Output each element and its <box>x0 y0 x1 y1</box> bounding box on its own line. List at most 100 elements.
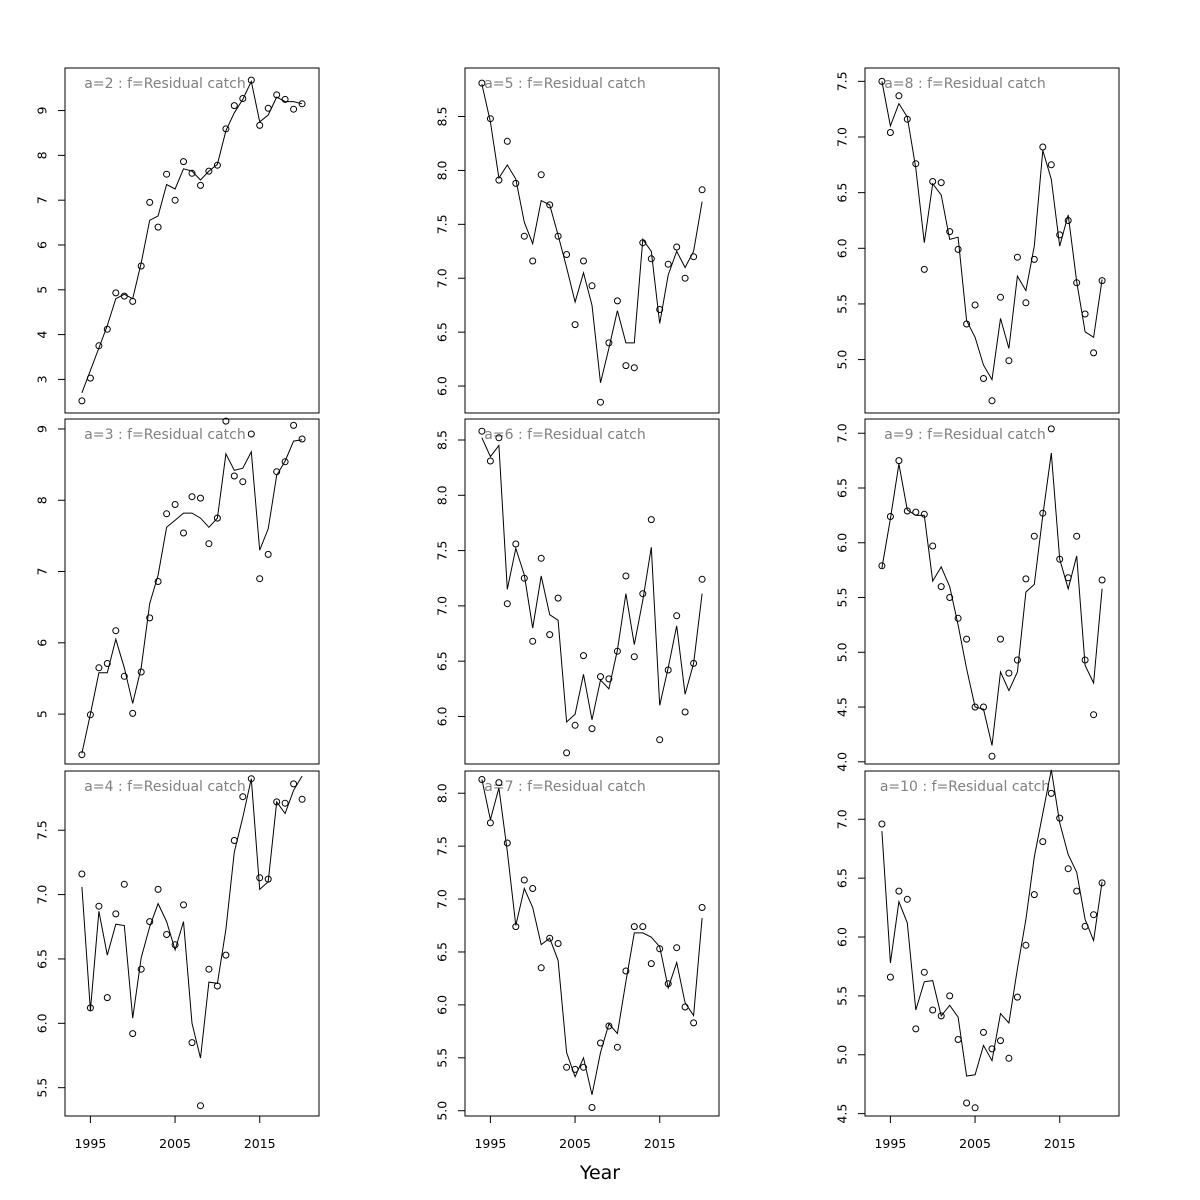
observed-point <box>988 397 996 405</box>
observed-point <box>197 1102 204 1110</box>
y-tick-label: 5.0 <box>835 350 850 370</box>
observed-point <box>963 1099 971 1107</box>
observed-point <box>886 513 894 520</box>
observed-point <box>247 430 255 438</box>
observed-point <box>937 583 945 591</box>
observed-point <box>256 121 264 129</box>
observed-point <box>903 895 911 903</box>
observed-point <box>1073 279 1081 287</box>
observed-point <box>290 421 298 429</box>
observed-point <box>112 627 120 635</box>
y-tick-label: 6.0 <box>835 238 850 258</box>
observed-point <box>647 516 655 524</box>
observed-point <box>188 1039 196 1047</box>
y-tick-label: 5.5 <box>35 1078 50 1098</box>
observed-point <box>154 223 162 231</box>
observed-point <box>656 306 664 313</box>
observed-point <box>1039 509 1047 517</box>
observed-point <box>681 274 689 282</box>
observed-point <box>1090 911 1098 919</box>
plot-frame <box>64 418 320 765</box>
observed-point <box>980 1028 987 1036</box>
observed-point <box>239 793 247 801</box>
observed-point <box>495 779 503 787</box>
y-tick-label: 5.0 <box>835 1045 850 1065</box>
observed-point <box>213 161 221 169</box>
observed-point <box>946 594 954 601</box>
fitted-line <box>881 769 1103 1077</box>
observed-point <box>698 904 706 911</box>
observed-point <box>912 508 920 516</box>
observed-point <box>1098 576 1106 584</box>
observed-point <box>1073 887 1081 895</box>
observed-point <box>937 179 945 187</box>
observed-point <box>529 637 537 645</box>
observed-point <box>112 910 120 918</box>
panel-title: a=7 : f=Residual catch <box>484 779 645 795</box>
plot-frame <box>64 770 320 1117</box>
fitted-line <box>481 84 703 383</box>
fitted-line <box>81 775 303 1059</box>
observed-point <box>971 1104 979 1112</box>
observed-point <box>264 550 272 558</box>
observed-point <box>478 79 486 87</box>
y-tick-label: 5 <box>35 286 50 294</box>
y-tick-label: 5.0 <box>835 642 850 662</box>
observed-point <box>1047 425 1055 433</box>
observed-point <box>1005 669 1013 677</box>
fitted-line <box>481 437 703 724</box>
observed-point <box>554 232 562 240</box>
y-tick-label: 6.0 <box>835 927 850 947</box>
observed-point <box>588 725 596 733</box>
observed-point <box>86 1004 94 1012</box>
y-tick-label: 7.0 <box>35 885 50 905</box>
observed-point <box>664 980 672 988</box>
observed-point <box>878 820 886 828</box>
x-tick-label: 1995 <box>874 1136 906 1151</box>
observed-point <box>197 181 204 189</box>
observed-point <box>146 614 154 622</box>
panel-title: a=2 : f=Residual catch <box>84 76 245 92</box>
y-tick-label: 7.5 <box>35 820 50 840</box>
fitted-line <box>881 452 1103 746</box>
observed-point <box>112 289 120 297</box>
observed-point <box>188 169 196 177</box>
observed-point <box>580 257 587 265</box>
y-tick-label: 4 <box>35 331 50 339</box>
y-tick-label: 6.0 <box>435 706 450 726</box>
observed-point <box>486 115 494 123</box>
observed-point <box>571 1065 579 1073</box>
observed-point <box>903 507 911 515</box>
observed-point <box>673 612 681 620</box>
observed-point <box>103 994 111 1002</box>
observed-point <box>281 458 289 466</box>
observed-point <box>630 923 638 931</box>
observed-point <box>239 478 247 486</box>
fitted-line <box>481 779 703 1095</box>
observed-point <box>588 282 596 290</box>
observed-point <box>78 397 86 405</box>
observed-point <box>129 709 137 717</box>
y-tick-label: 8.0 <box>435 485 450 505</box>
x-tick-label: 2015 <box>644 1136 676 1151</box>
observed-point <box>937 1012 945 1020</box>
observed-point <box>554 940 562 947</box>
observed-point <box>613 647 621 655</box>
plot-frame <box>464 67 720 414</box>
panel-title: a=3 : f=Residual catch <box>84 427 245 443</box>
observed-point <box>298 100 306 108</box>
y-tick-label: 5 <box>35 710 50 718</box>
y-tick-label: 6 <box>35 241 50 249</box>
observed-point <box>103 660 111 667</box>
observed-point <box>1039 143 1047 151</box>
observed-point <box>664 666 672 674</box>
observed-point <box>681 708 689 716</box>
observed-point <box>988 752 996 760</box>
observed-point <box>597 398 604 406</box>
observed-point <box>690 1019 698 1027</box>
observed-point <box>256 874 264 882</box>
observed-point <box>512 179 520 187</box>
observed-point <box>698 186 706 194</box>
observed-point <box>1047 789 1055 797</box>
observed-point <box>903 115 911 123</box>
